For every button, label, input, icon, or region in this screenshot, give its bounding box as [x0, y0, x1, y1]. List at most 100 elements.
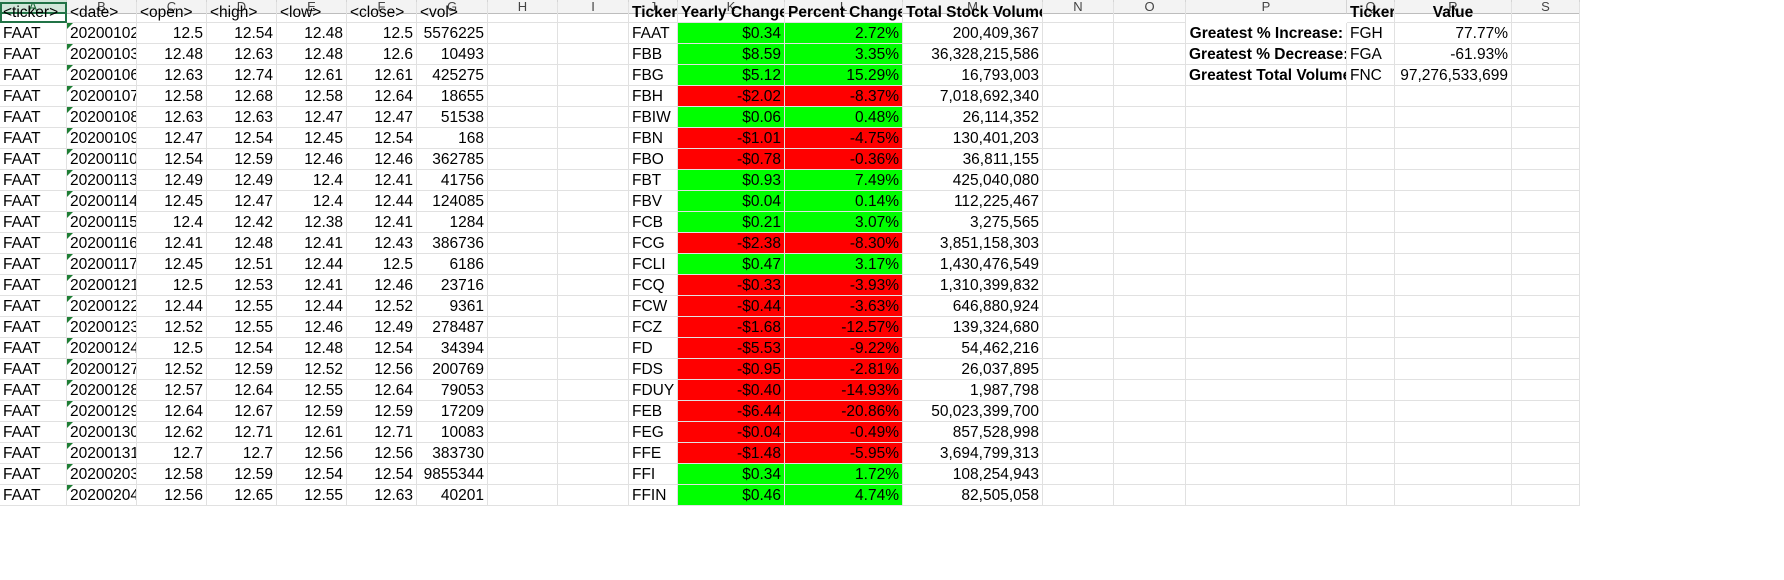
empty-cell[interactable] — [1347, 170, 1395, 191]
value-cell[interactable]: 12.63 — [347, 485, 417, 506]
total-volume-cell[interactable]: 200,409,367 — [903, 23, 1043, 44]
empty-cell[interactable] — [1347, 296, 1395, 317]
value-cell[interactable]: 12.59 — [277, 401, 347, 422]
yearly-change-cell[interactable]: $0.06 — [678, 107, 785, 128]
empty-cell[interactable] — [1395, 191, 1512, 212]
empty-cell[interactable] — [1347, 128, 1395, 149]
summary-ticker-cell[interactable]: FCW — [629, 296, 678, 317]
ticker-cell[interactable]: FAAT — [0, 401, 67, 422]
value-cell[interactable]: 17209 — [417, 401, 488, 422]
empty-cell[interactable] — [1395, 296, 1512, 317]
value-cell[interactable]: 12.59 — [207, 359, 277, 380]
empty-cell[interactable] — [1043, 359, 1114, 380]
empty-cell[interactable] — [1395, 317, 1512, 338]
value-cell[interactable]: 12.54 — [347, 128, 417, 149]
empty-cell[interactable] — [1043, 401, 1114, 422]
value-cell[interactable]: 12.61 — [277, 65, 347, 86]
empty-cell[interactable] — [1186, 233, 1347, 254]
empty-cell[interactable] — [1347, 107, 1395, 128]
empty-cell[interactable] — [1395, 233, 1512, 254]
empty-cell[interactable] — [488, 212, 558, 233]
value-cell[interactable]: 12.48 — [277, 23, 347, 44]
empty-cell[interactable] — [1512, 275, 1580, 296]
total-volume-cell[interactable]: 1,310,399,832 — [903, 275, 1043, 296]
empty-cell[interactable] — [1043, 191, 1114, 212]
empty-cell[interactable] — [1186, 380, 1347, 401]
percent-change-cell[interactable]: -4.75% — [785, 128, 903, 149]
empty-cell[interactable] — [1114, 212, 1186, 233]
empty-cell[interactable] — [488, 65, 558, 86]
empty-cell[interactable] — [558, 23, 629, 44]
value-cell[interactable]: 12.47 — [207, 191, 277, 212]
value-cell[interactable]: 12.63 — [137, 65, 207, 86]
total-volume-cell[interactable]: 36,811,155 — [903, 149, 1043, 170]
empty-cell[interactable] — [488, 254, 558, 275]
empty-cell[interactable] — [1114, 107, 1186, 128]
percent-change-cell[interactable]: -8.37% — [785, 86, 903, 107]
value-cell[interactable]: 278487 — [417, 317, 488, 338]
empty-cell[interactable] — [488, 86, 558, 107]
value-cell[interactable]: 12.63 — [137, 107, 207, 128]
yearly-change-cell[interactable]: $0.34 — [678, 23, 785, 44]
empty-cell[interactable] — [1395, 443, 1512, 464]
empty-cell[interactable] — [488, 149, 558, 170]
empty-cell[interactable] — [488, 422, 558, 443]
percent-change-cell[interactable]: -0.49% — [785, 422, 903, 443]
date-cell[interactable]: 20200203 — [67, 464, 137, 485]
value-cell[interactable]: 12.49 — [137, 170, 207, 191]
summary-ticker-cell[interactable]: FBH — [629, 86, 678, 107]
value-cell[interactable]: 12.71 — [207, 422, 277, 443]
value-cell[interactable]: 79053 — [417, 380, 488, 401]
date-cell[interactable]: 20200131 — [67, 443, 137, 464]
total-volume-cell[interactable]: 646,880,924 — [903, 296, 1043, 317]
empty-cell[interactable] — [1114, 149, 1186, 170]
column-header-p[interactable]: P — [1186, 0, 1347, 14]
empty-cell[interactable] — [488, 233, 558, 254]
empty-cell[interactable] — [488, 485, 558, 506]
empty-cell[interactable] — [488, 380, 558, 401]
total-volume-cell[interactable]: 130,401,203 — [903, 128, 1043, 149]
yearly-change-cell[interactable]: $0.46 — [678, 485, 785, 506]
total-volume-cell[interactable]: 36,328,215,586 — [903, 44, 1043, 65]
greatest-ticker-cell[interactable]: FNC — [1347, 65, 1395, 86]
value-cell[interactable]: 12.54 — [347, 338, 417, 359]
value-cell[interactable]: 12.63 — [207, 44, 277, 65]
value-cell[interactable]: 51538 — [417, 107, 488, 128]
value-cell[interactable]: 12.7 — [137, 443, 207, 464]
empty-cell[interactable] — [1512, 443, 1580, 464]
value-cell[interactable]: 383730 — [417, 443, 488, 464]
empty-cell[interactable] — [488, 275, 558, 296]
total-volume-cell[interactable]: 139,324,680 — [903, 317, 1043, 338]
date-cell[interactable]: 20200114 — [67, 191, 137, 212]
date-cell[interactable]: 20200102 — [67, 23, 137, 44]
value-cell[interactable]: 12.48 — [277, 338, 347, 359]
date-cell[interactable]: 20200107 — [67, 86, 137, 107]
ticker-cell[interactable]: FAAT — [0, 23, 67, 44]
empty-cell[interactable] — [1043, 422, 1114, 443]
value-cell[interactable]: 12.53 — [207, 275, 277, 296]
empty-cell[interactable] — [558, 275, 629, 296]
yearly-change-cell[interactable]: -$0.78 — [678, 149, 785, 170]
percent-change-cell[interactable]: -12.57% — [785, 317, 903, 338]
empty-cell[interactable] — [1347, 380, 1395, 401]
empty-cell[interactable] — [1114, 170, 1186, 191]
empty-cell[interactable] — [488, 23, 558, 44]
value-cell[interactable]: 12.52 — [137, 359, 207, 380]
value-cell[interactable]: 12.59 — [347, 401, 417, 422]
empty-cell[interactable] — [558, 65, 629, 86]
empty-cell[interactable] — [558, 107, 629, 128]
percent-change-cell[interactable]: -20.86% — [785, 401, 903, 422]
percent-change-cell[interactable]: 3.07% — [785, 212, 903, 233]
percent-change-cell[interactable]: 7.49% — [785, 170, 903, 191]
value-cell[interactable]: 12.54 — [347, 464, 417, 485]
empty-cell[interactable] — [1043, 2, 1114, 23]
total-volume-cell[interactable]: 54,462,216 — [903, 338, 1043, 359]
summary-ticker-cell[interactable]: FCLI — [629, 254, 678, 275]
value-cell[interactable]: 168 — [417, 128, 488, 149]
value-cell[interactable]: 10493 — [417, 44, 488, 65]
summary-header-cell[interactable]: Yearly Change — [678, 2, 785, 23]
yearly-change-cell[interactable]: -$1.48 — [678, 443, 785, 464]
empty-cell[interactable] — [1395, 254, 1512, 275]
value-cell[interactable]: 12.5 — [137, 275, 207, 296]
empty-cell[interactable] — [1395, 338, 1512, 359]
